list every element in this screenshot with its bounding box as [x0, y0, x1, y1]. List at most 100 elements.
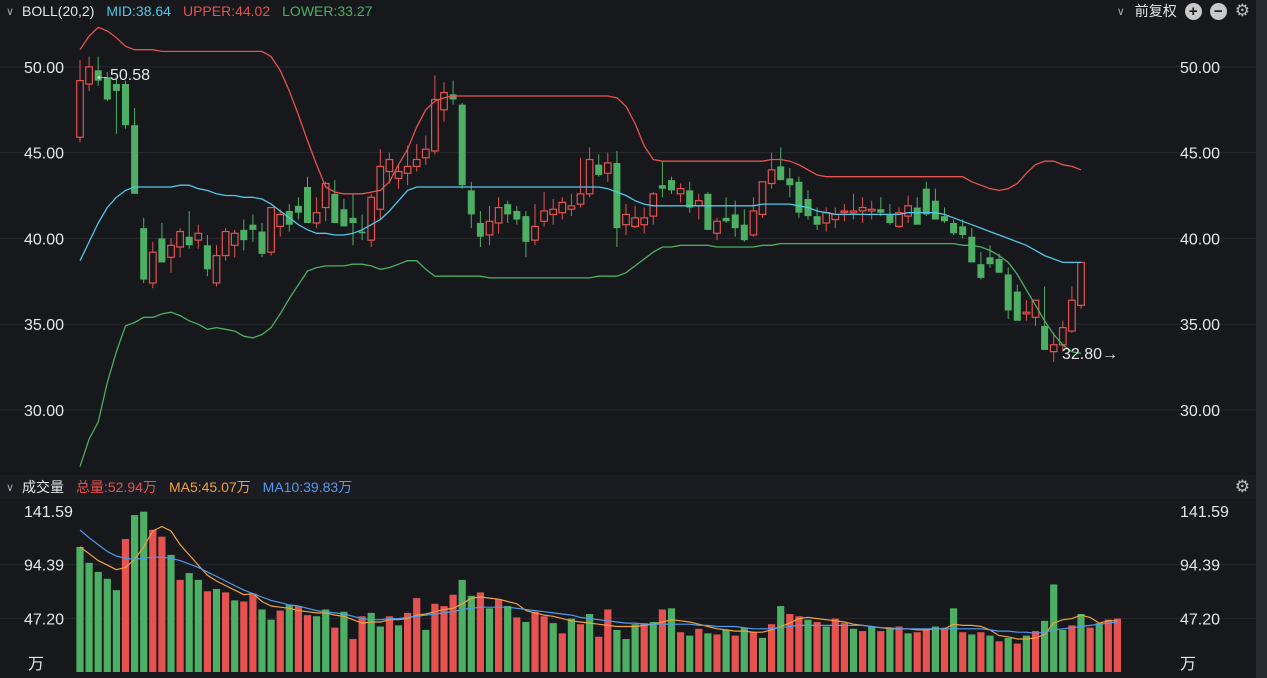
- volume-bar[interactable]: [986, 636, 993, 672]
- candle[interactable]: [859, 197, 866, 223]
- volume-bar[interactable]: [795, 616, 802, 672]
- volume-bar[interactable]: [859, 631, 866, 672]
- candle[interactable]: [623, 204, 630, 235]
- candle[interactable]: [295, 197, 302, 219]
- volume-bar[interactable]: [877, 631, 884, 672]
- candle[interactable]: [759, 182, 766, 218]
- volume-bar[interactable]: [395, 625, 402, 672]
- volume-bar[interactable]: [832, 619, 839, 672]
- volume-bar[interactable]: [440, 606, 447, 672]
- volume-bar[interactable]: [1077, 614, 1084, 672]
- candle[interactable]: [686, 182, 693, 213]
- candle[interactable]: [77, 60, 84, 142]
- volume-bar[interactable]: [1014, 644, 1021, 672]
- candle[interactable]: [559, 197, 566, 219]
- candle[interactable]: [268, 208, 275, 256]
- volume-bar[interactable]: [1059, 630, 1066, 672]
- volume-bar[interactable]: [850, 629, 857, 672]
- candle[interactable]: [222, 228, 229, 261]
- candle[interactable]: [677, 184, 684, 203]
- candle[interactable]: [595, 154, 602, 176]
- volume-bar[interactable]: [695, 629, 702, 672]
- candle[interactable]: [850, 194, 857, 220]
- volume-bar[interactable]: [923, 630, 930, 672]
- volume-bar[interactable]: [140, 512, 147, 672]
- volume-bar[interactable]: [814, 622, 821, 672]
- volume-bar[interactable]: [959, 632, 966, 672]
- volume-bar[interactable]: [386, 616, 393, 672]
- volume-bar[interactable]: [149, 530, 156, 672]
- candle[interactable]: [204, 235, 211, 276]
- volume-bar[interactable]: [541, 616, 548, 672]
- volume-bar[interactable]: [932, 627, 939, 672]
- volume-bar[interactable]: [1096, 623, 1103, 672]
- candle[interactable]: [504, 201, 511, 223]
- volume-bar[interactable]: [968, 634, 975, 672]
- candle[interactable]: [668, 177, 675, 194]
- candle[interactable]: [350, 194, 357, 245]
- candle[interactable]: [541, 192, 548, 226]
- volume-bar[interactable]: [349, 639, 356, 672]
- candle[interactable]: [240, 220, 247, 251]
- candle[interactable]: [423, 136, 430, 165]
- volume-bar[interactable]: [577, 624, 584, 672]
- candle[interactable]: [313, 197, 320, 228]
- candle[interactable]: [450, 81, 457, 105]
- candle[interactable]: [1078, 262, 1085, 308]
- volume-bar[interactable]: [231, 600, 238, 672]
- candle[interactable]: [1069, 286, 1076, 332]
- candle[interactable]: [359, 214, 366, 240]
- volume-bar[interactable]: [213, 589, 220, 672]
- volume-bar[interactable]: [977, 632, 984, 672]
- volume-bar[interactable]: [268, 620, 275, 672]
- candle[interactable]: [613, 151, 620, 247]
- candle[interactable]: [368, 194, 375, 247]
- volume-bar[interactable]: [841, 623, 848, 672]
- candle[interactable]: [841, 204, 848, 221]
- candle[interactable]: [832, 208, 839, 229]
- candle[interactable]: [723, 197, 730, 223]
- candle[interactable]: [168, 238, 175, 272]
- volume-bar[interactable]: [477, 592, 484, 672]
- volume-bar[interactable]: [713, 634, 720, 672]
- volume-bar[interactable]: [868, 627, 875, 672]
- volume-bar[interactable]: [1023, 636, 1030, 672]
- candle[interactable]: [950, 220, 957, 235]
- candle[interactable]: [468, 182, 475, 228]
- candle[interactable]: [486, 206, 493, 245]
- candle[interactable]: [1041, 286, 1048, 349]
- candle[interactable]: [331, 180, 338, 223]
- candle[interactable]: [495, 197, 502, 233]
- candle[interactable]: [304, 177, 311, 223]
- volume-bar[interactable]: [167, 555, 174, 672]
- volume-bar[interactable]: [595, 637, 602, 672]
- candle[interactable]: [768, 153, 775, 189]
- volume-bar[interactable]: [568, 619, 575, 672]
- volume-bar[interactable]: [377, 627, 384, 672]
- volume-bar[interactable]: [522, 622, 529, 672]
- candle[interactable]: [150, 242, 157, 288]
- volume-bar[interactable]: [113, 590, 120, 672]
- candle[interactable]: [550, 199, 557, 225]
- volume-bar[interactable]: [622, 639, 629, 672]
- candle[interactable]: [140, 218, 147, 283]
- candle[interactable]: [987, 245, 994, 267]
- candle[interactable]: [923, 182, 930, 216]
- candle[interactable]: [1014, 285, 1021, 321]
- volume-bar[interactable]: [131, 515, 138, 672]
- volume-bar[interactable]: [886, 629, 893, 672]
- candle[interactable]: [650, 192, 657, 225]
- volume-bar[interactable]: [404, 613, 411, 672]
- candle[interactable]: [868, 201, 875, 220]
- volume-bar[interactable]: [996, 641, 1003, 672]
- volume-bar[interactable]: [504, 606, 511, 672]
- candle[interactable]: [131, 108, 138, 194]
- volume-bar[interactable]: [604, 609, 611, 672]
- candle[interactable]: [231, 230, 238, 257]
- volume-bar[interactable]: [559, 633, 566, 672]
- volume-bar[interactable]: [340, 612, 347, 672]
- volume-bar[interactable]: [86, 563, 93, 672]
- volume-bar[interactable]: [495, 599, 502, 672]
- volume-bar[interactable]: [76, 547, 83, 672]
- candle[interactable]: [432, 75, 439, 154]
